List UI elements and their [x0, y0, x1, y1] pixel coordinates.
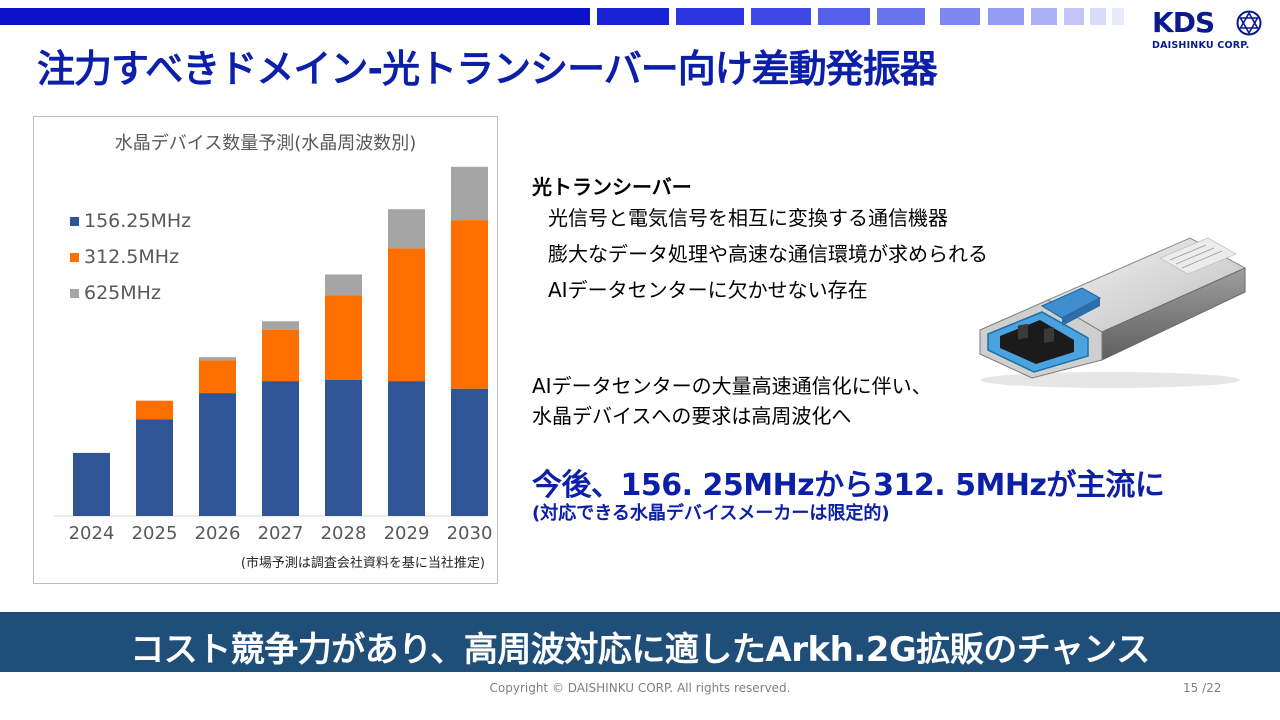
legend-label: 312.5MHz	[84, 246, 180, 268]
conclusion-banner: コスト競争力があり、高周波対応に適したArkh.2G拡販のチャンス	[0, 612, 1280, 672]
chart-legend: 156.25MHz 312.5MHz 625MHz	[70, 203, 191, 311]
x-tick-label: 2025	[132, 523, 178, 544]
feature-item: 光信号と電気信号を相互に変換する通信機器	[548, 206, 948, 230]
x-tick-label: 2028	[321, 523, 367, 544]
top-band-segment	[676, 8, 744, 25]
chart-title: 水晶デバイス数量予測(水晶周波数別)	[114, 133, 417, 154]
bar-segment-156.25MHz-2028	[325, 380, 362, 516]
bar-segment-312.5MHz-2029	[388, 248, 425, 382]
top-band-segment	[1064, 8, 1084, 25]
logo-mark-icon	[1236, 10, 1262, 36]
key-message: 今後、156. 25MHzから312. 5MHzが主流に	[532, 468, 1165, 503]
x-tick-label: 2030	[447, 523, 493, 544]
bar-segment-312.5MHz-2027	[262, 329, 299, 382]
stacked-bar-chart: 2024 2025 2026 2027 2028 2029 2030	[54, 166, 493, 544]
chart-source-note: (市場予測は調査会社資料を基に当社推定)	[240, 556, 485, 571]
feature-item: 膨大なデータ処理や高速な通信環境が求められる	[548, 242, 988, 266]
bar-segment-312.5MHz-2026	[199, 360, 236, 394]
top-band-segment	[940, 8, 980, 25]
top-band-segment	[818, 8, 870, 25]
bar-segment-156.25MHz-2026	[199, 393, 236, 516]
top-band-main	[0, 8, 590, 25]
top-band-segment	[988, 8, 1024, 25]
top-decorative-band	[0, 8, 1140, 25]
section-heading: 光トランシーバー	[532, 175, 692, 199]
top-band-segment	[597, 8, 669, 25]
x-tick-label: 2027	[258, 523, 304, 544]
bar-segment-625MHz-2026	[199, 357, 236, 361]
legend-item: 312.5MHz	[70, 239, 191, 275]
legend-item: 156.25MHz	[70, 203, 191, 239]
logo-text: KDS	[1152, 6, 1215, 39]
bar-segment-156.25MHz-2029	[388, 381, 425, 516]
logo-subtext: DAISHINKU CORP.	[1152, 40, 1250, 51]
ai-text-line: 水晶デバイスへの要求は高周波化へ	[532, 404, 852, 428]
company-logo: KDS DAISHINKU CORP.	[1152, 8, 1270, 52]
top-band-segment	[1112, 8, 1124, 25]
bar-segment-625MHz-2028	[325, 274, 362, 296]
feature-list: 光信号と電気信号を相互に変換する通信機器 膨大なデータ処理や高速な通信環境が求め…	[548, 202, 988, 310]
copyright-notice: Copyright © DAISHINKU CORP. All rights r…	[489, 681, 791, 695]
bar-segment-625MHz-2030	[451, 166, 488, 221]
bar-segment-156.25MHz-2024	[73, 452, 110, 516]
bar-segment-625MHz-2027	[262, 321, 299, 330]
legend-label: 156.25MHz	[84, 210, 192, 232]
x-tick-label: 2029	[384, 523, 430, 544]
x-tick-label: 2026	[195, 523, 241, 544]
top-band-segment	[877, 8, 925, 25]
chart-panel: 水晶デバイス数量予測(水晶周波数別) 2024 2025 2026 2027 2028 2…	[33, 116, 498, 584]
feature-item: AIデータセンターに欠かせない存在	[548, 278, 868, 302]
legend-swatch	[70, 216, 79, 226]
top-band-segment	[1090, 8, 1106, 25]
page-number: 15 /22	[1183, 681, 1222, 695]
bar-segment-312.5MHz-2028	[325, 295, 362, 381]
optical-transceiver-image	[979, 237, 1247, 388]
bar-segment-312.5MHz-2030	[451, 220, 488, 389]
legend-swatch	[70, 288, 79, 298]
bar-segment-312.5MHz-2025	[136, 400, 173, 420]
bar-segment-156.25MHz-2030	[451, 388, 488, 516]
legend-label: 625MHz	[84, 282, 161, 304]
legend-swatch	[70, 252, 79, 262]
bar-segment-156.25MHz-2027	[262, 381, 299, 516]
ai-text-line: AIデータセンターの大量高速通信化に伴い、	[532, 374, 932, 398]
bar-segment-625MHz-2029	[388, 209, 425, 249]
page-title: 注力すべきドメイン-光トランシーバー向け差動発振器	[37, 47, 938, 91]
conclusion-text: コスト競争力があり、高周波対応に適したArkh.2G拡販のチャンス	[130, 630, 1150, 670]
ai-datacenter-text: AIデータセンターの大量高速通信化に伴い、 水晶デバイスへの要求は高周波化へ	[532, 371, 932, 431]
legend-item: 625MHz	[70, 275, 191, 311]
x-tick-label: 2024	[69, 523, 115, 544]
top-band-segment	[751, 8, 811, 25]
bar-segment-156.25MHz-2025	[136, 419, 173, 516]
top-band-segment	[1031, 8, 1057, 25]
key-message-note: (対応できる水晶デバイスメーカーは限定的)	[532, 503, 890, 524]
